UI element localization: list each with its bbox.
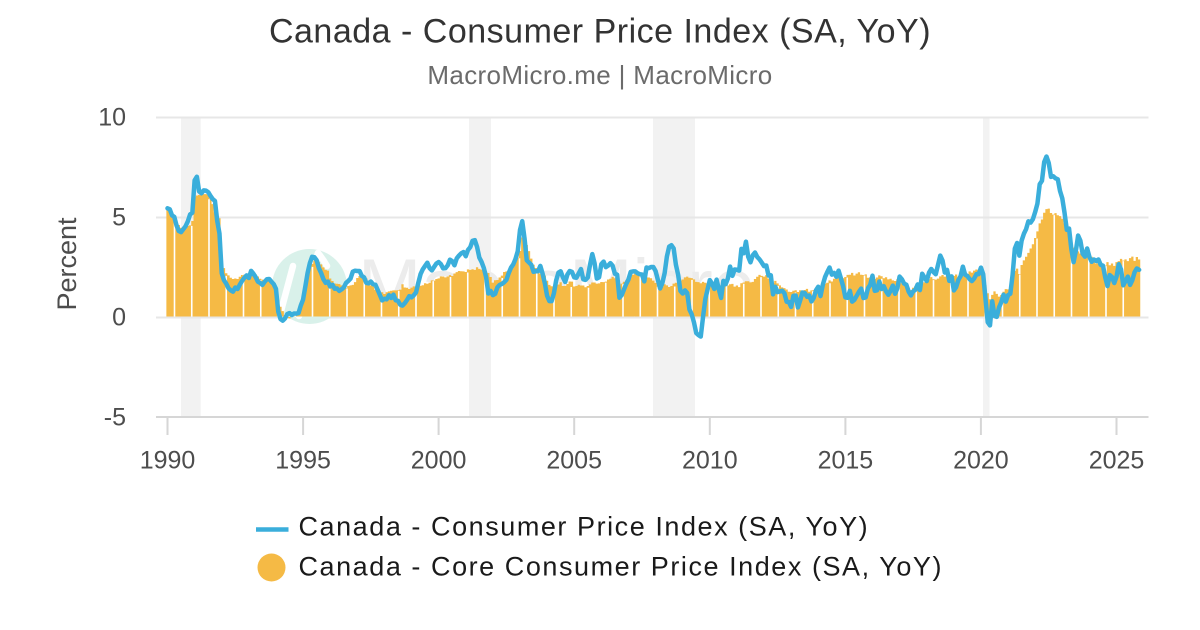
svg-text:2015: 2015: [818, 447, 874, 475]
svg-text:Canada - Core Consumer Price I: Canada - Core Consumer Price Index (SA, …: [299, 551, 943, 581]
svg-text:Canada - Consumer Price Index: Canada - Consumer Price Index (SA, YoY): [269, 13, 931, 51]
svg-text:0: 0: [112, 304, 126, 332]
svg-text:2000: 2000: [411, 447, 467, 475]
svg-text:Percent: Percent: [52, 217, 82, 311]
svg-text:2010: 2010: [682, 447, 738, 475]
svg-text:1990: 1990: [140, 447, 196, 475]
svg-text:-5: -5: [104, 404, 126, 432]
svg-text:5: 5: [112, 204, 126, 232]
svg-text:10: 10: [98, 104, 126, 132]
svg-text:1995: 1995: [275, 447, 331, 475]
svg-text:2025: 2025: [1089, 447, 1145, 475]
svg-text:Canada - Consumer Price Index: Canada - Consumer Price Index (SA, YoY): [299, 511, 870, 541]
svg-text:2020: 2020: [953, 447, 1009, 475]
svg-text:MacroMicro.me | MacroMicro: MacroMicro.me | MacroMicro: [427, 60, 772, 90]
svg-text:2005: 2005: [546, 447, 602, 475]
